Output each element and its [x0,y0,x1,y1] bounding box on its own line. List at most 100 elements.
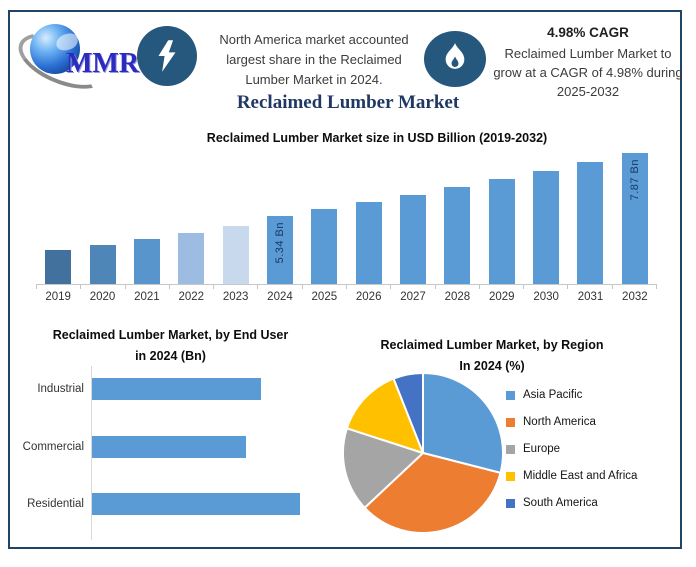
bar-value-label: 5.34 Bn [273,222,286,264]
legend-swatch-icon [506,498,515,508]
end-user-bar-residential [92,493,300,515]
bar-2023 [222,226,249,284]
bar-2030 [533,171,560,284]
legend-swatch-icon [506,471,515,481]
bar-column [568,162,612,284]
x-axis-label: 2024 [267,291,293,303]
region-chart-title: Reclaimed Lumber Market, by Region In 20… [342,335,642,377]
axis-tick [126,285,170,289]
end-user-title-line: Reclaimed Lumber Market, by End User [52,328,289,342]
legend-item-south-america: South America [506,497,637,509]
x-axis-label: 2030 [533,291,559,303]
bar-plot-area: 5.34 Bn 7.87 Bn [36,153,657,285]
axis-tick [258,285,303,289]
legend-item-europe: Europe [506,443,637,455]
pie-slice-middle-east-and-africa [345,377,424,454]
axis-tick [613,285,657,289]
x-axis-label: 2029 [488,291,515,303]
pie-slice-europe [342,427,424,509]
end-user-label: Residential [27,498,84,510]
end-user-row: Residential [16,493,322,515]
bar-2025 [311,209,338,284]
legend-item-north-america: North America [506,416,637,428]
x-axis-ticks [36,285,657,289]
bar-value-label: 7.87 Bn [628,159,641,201]
region-title-line: Reclaimed Lumber Market, by Region [380,338,604,352]
bar-column [524,171,568,284]
bar-2026 [355,202,382,284]
x-axis-label: 2027 [400,291,426,303]
cagr-callout: 4.98% CAGR Reclaimed Lumber Market to gr… [492,25,684,101]
bar-2027 [400,195,427,284]
x-axis-label: 2023 [222,291,249,303]
note-line: North America market accounted [219,32,409,47]
end-user-bar-commercial [92,436,246,458]
flame-icon [445,43,465,69]
bar-2022 [178,233,205,284]
cagr-line: grow at a CAGR of 4.98% during [493,65,683,80]
note-line: largest share in the Reclaimed [226,52,402,67]
pie-plot [342,372,504,534]
cagr-line: 2025-2032 [556,84,620,99]
legend-item-asia-pacific: Asia Pacific [506,389,637,401]
legend-label: Middle East and Africa [523,470,638,482]
axis-tick [391,285,436,289]
bar-2032: 7.87 Bn [621,153,648,284]
axis-tick [436,285,480,289]
x-axis-label: 2031 [577,291,604,303]
bar-2028 [444,187,471,284]
axis-tick [37,285,82,289]
bar-2019 [45,250,72,284]
legend-swatch-icon [506,390,515,400]
end-user-label: Commercial [22,441,84,453]
end-user-bar-chart: Industrial Commercial Residential [16,366,322,544]
market-size-bar-chart: 5.34 Bn 7.87 Bn 2019 2020 2021 2022 2023 2024 2… [36,153,657,303]
north-america-note: North America market accounted largest s… [198,30,430,90]
lightning-icon [158,40,176,72]
globe-icon [30,24,80,74]
bar-2031 [577,162,604,284]
end-user-chart-title: Reclaimed Lumber Market, by End User in … [18,325,323,367]
bar-column [169,233,213,284]
axis-tick [81,285,126,289]
bar-column [125,239,169,284]
pie-slice-north-america [363,452,502,534]
x-axis-label: 2020 [89,291,116,303]
bar-column: 5.34 Bn [258,216,302,284]
x-axis-label: 2026 [355,291,382,303]
axis-tick [480,285,525,289]
axis-tick [170,285,215,289]
x-axis-label: 2025 [311,291,338,303]
region-pie-chart [341,371,505,535]
bar-2021 [133,239,160,284]
page-title: Reclaimed Lumber Market [236,92,460,113]
logo-text: MMR [66,48,140,79]
note-line: Lumber Market in 2024. [245,72,383,87]
cagr-line: Reclaimed Lumber Market to [504,46,672,61]
bar-2020 [89,245,116,284]
bar-column [213,226,257,284]
pie-slice-asia-pacific [422,372,504,474]
end-user-label: Industrial [37,383,84,395]
bar-2029 [488,179,515,284]
end-user-row: Commercial [16,436,322,458]
flame-badge [424,31,486,87]
x-axis-label: 2032 [622,291,648,303]
pie-slice-south-america [392,372,424,454]
axis-tick [568,285,613,289]
legend-item-middle-east-and-africa: Middle East and Africa [506,470,637,482]
y-axis-line [91,366,92,540]
cagr-headline: 4.98% CAGR [547,25,629,40]
region-title-line: In 2024 (%) [459,359,525,373]
legend-swatch-icon [506,417,515,427]
legend-label: North America [523,416,596,428]
axis-tick [524,285,569,289]
x-axis-labels: 2019 2020 2021 2022 2023 2024 2025 2026 2027 2028… [36,289,657,303]
x-axis-label: 2019 [45,291,71,303]
end-user-title-line: in 2024 (Bn) [135,349,206,363]
infographic-border-frame [8,10,682,549]
mmr-logo: MMR [10,20,142,100]
axis-tick [347,285,392,289]
bar-column [302,209,346,284]
